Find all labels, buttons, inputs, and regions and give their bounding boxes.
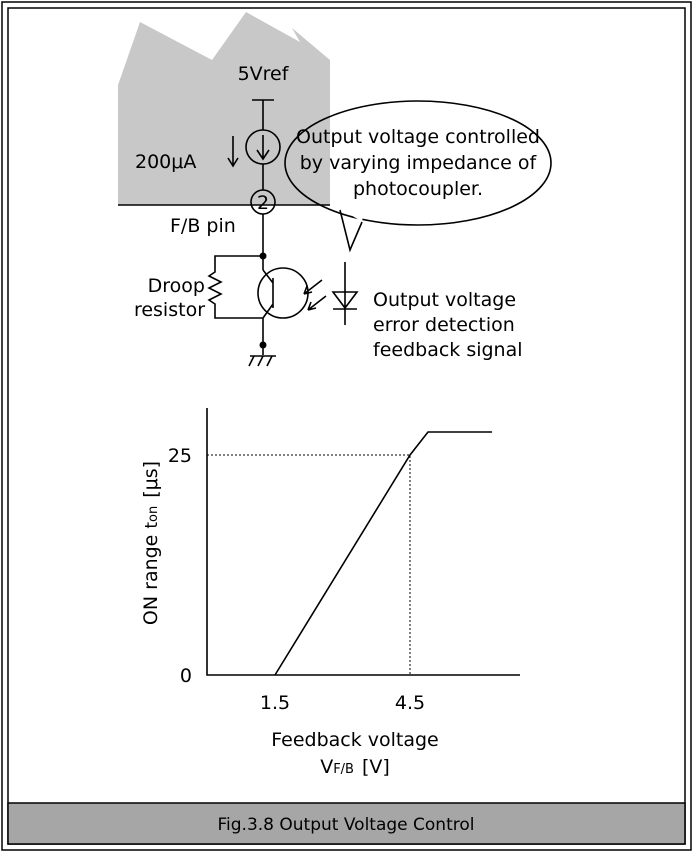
current-label: 200μA	[135, 151, 196, 173]
bubble-text: Output voltage controlled	[296, 126, 540, 148]
caption-bar	[7, 802, 686, 845]
ic-body	[118, 12, 330, 205]
resistor-label: Droop	[148, 275, 205, 297]
transistor-leads	[262, 269, 274, 319]
label-text: ON range	[140, 535, 162, 625]
resistor-label: resistor	[134, 299, 205, 321]
x-tick-label: 1.5	[260, 692, 290, 714]
node	[259, 341, 267, 349]
current-direction	[227, 136, 239, 168]
label-unit: [μs]	[140, 461, 162, 498]
bubble-text: by varying impedance of	[300, 152, 538, 174]
label-symbol: t	[142, 522, 162, 529]
signal-label: feedback signal	[373, 339, 523, 361]
transistor	[257, 267, 309, 319]
x-tick-label: 4.5	[395, 692, 425, 714]
supply-label: 5Vref	[238, 63, 290, 85]
label-subscript: F/B	[333, 762, 354, 777]
light-arrows	[303, 279, 327, 311]
bubble-tail-join	[341, 206, 363, 222]
current-arrow	[256, 135, 270, 161]
characteristic-line	[274, 431, 492, 676]
signal-label: error detection	[373, 314, 515, 336]
label-subscript: on	[146, 506, 161, 522]
pin-name: F/B pin	[170, 215, 236, 237]
x-axis-symbol: VF/B [V]	[320, 756, 390, 778]
axes	[206, 408, 520, 676]
y-axis-label: ON range ton [μs]	[140, 461, 162, 625]
bubble	[284, 100, 552, 226]
caption: Fig.3.8 Output Voltage Control	[218, 815, 475, 835]
bubble-tail	[339, 209, 363, 253]
droop-resistor	[207, 255, 263, 319]
led	[331, 262, 359, 325]
y-tick-label: 0	[180, 665, 192, 687]
label-symbol: V	[320, 756, 333, 778]
y-tick-label: 25	[168, 445, 192, 467]
ground	[248, 355, 276, 367]
bubble-text: photocoupler.	[353, 178, 483, 200]
x-axis-label: Feedback voltage	[271, 729, 439, 751]
guide-lines	[207, 454, 411, 675]
label-unit: [V]	[362, 756, 390, 778]
signal-label: Output voltage	[373, 289, 516, 311]
pin-number: 2	[257, 192, 269, 214]
